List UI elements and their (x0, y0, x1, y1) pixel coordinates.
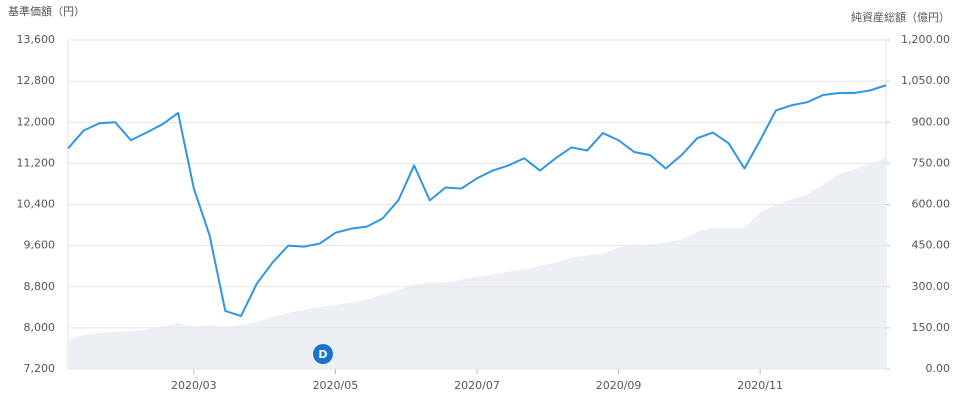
y2-tick-label: 750.00 (912, 156, 951, 169)
grid-layer (68, 39, 886, 370)
y-tick-label: 12,000 (17, 115, 56, 128)
y-tick-label: 9,600 (24, 239, 56, 252)
y2-tick-label: 600.00 (912, 198, 951, 211)
x-tick-label: 2020/07 (454, 379, 500, 392)
y-tick-label: 13,600 (17, 33, 56, 46)
y2-tick-label: 300.00 (912, 280, 951, 293)
x-tick-label: 2020/05 (313, 379, 359, 392)
y-tick-label: 10,400 (17, 198, 56, 211)
y2-tick-label: 0.00 (926, 362, 951, 375)
y2-tick-label: 450.00 (912, 239, 951, 252)
x-tick-label: 2020/11 (737, 379, 783, 392)
y2-tick-label: 1,050.00 (901, 74, 950, 87)
y-tick-label: 8,800 (24, 280, 56, 293)
area-layer (68, 157, 886, 369)
dividend-marker-label[interactable]: D (318, 348, 327, 361)
nav-line (67, 84, 887, 318)
y2-tick-label: 1,200.00 (901, 33, 950, 46)
y-tick-label: 8,000 (24, 321, 56, 334)
nav-total-area (68, 157, 886, 369)
y2-tick-label: 150.00 (912, 321, 951, 334)
x-tick-label: 2020/09 (596, 379, 642, 392)
y2-axis-title: 純資産総額（億円） (851, 10, 950, 24)
y-tick-label: 12,800 (17, 74, 56, 87)
y-axis-title: 基準価額（円） (8, 4, 85, 18)
x-tick-label: 2020/03 (171, 379, 217, 392)
y-tick-label: 7,200 (24, 362, 56, 375)
y-tick-label: 11,200 (17, 156, 56, 169)
dividend-marker[interactable] (313, 344, 333, 364)
line-layer (67, 84, 887, 318)
y2-tick-label: 900.00 (912, 115, 951, 128)
